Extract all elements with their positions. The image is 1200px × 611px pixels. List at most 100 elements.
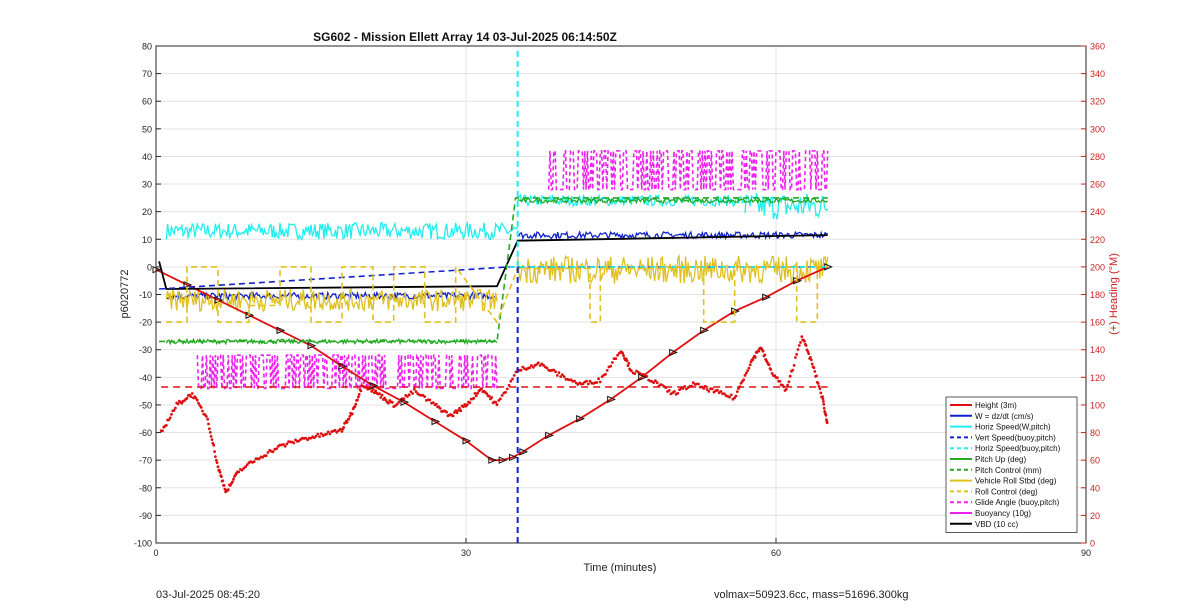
heading-point bbox=[519, 368, 523, 372]
heading-point bbox=[283, 444, 287, 448]
legend-entry: Horiz Speed(W,pitch) bbox=[975, 423, 1051, 432]
heading-point bbox=[705, 388, 709, 391]
heading-point bbox=[316, 432, 320, 436]
height-marker bbox=[338, 362, 348, 371]
heading-point bbox=[428, 398, 432, 402]
heading-point bbox=[822, 406, 826, 410]
heading-point bbox=[763, 353, 767, 357]
heading-point bbox=[170, 413, 173, 416]
y2-tick-label: 240 bbox=[1090, 207, 1105, 217]
x-axis-label: Time (minutes) bbox=[584, 562, 657, 574]
heading-point bbox=[654, 379, 657, 383]
heading-point bbox=[215, 461, 219, 464]
heading-point bbox=[216, 465, 220, 469]
legend-entry: Buoyancy (10g) bbox=[975, 509, 1031, 518]
heading-point bbox=[614, 357, 618, 360]
heading-point bbox=[742, 378, 746, 382]
heading-point bbox=[535, 363, 538, 366]
y2-axis-label: (+) Heading (°M) bbox=[1108, 253, 1120, 335]
heading-point bbox=[719, 390, 723, 393]
chart-title: SG602 - Mission Ellett Array 14 03-Jul-2… bbox=[313, 30, 617, 44]
heading-point bbox=[266, 451, 270, 454]
heading-point bbox=[474, 394, 478, 398]
heading-point bbox=[531, 365, 535, 369]
heading-point bbox=[803, 339, 806, 343]
legend-entry: VBD (10 cc) bbox=[975, 520, 1018, 529]
heading-point bbox=[340, 430, 344, 433]
heading-point bbox=[264, 454, 268, 458]
heading-point bbox=[595, 381, 599, 384]
heading-point bbox=[761, 349, 765, 353]
heading-point bbox=[380, 393, 384, 397]
heading-point bbox=[697, 382, 700, 386]
height-marker bbox=[669, 348, 678, 357]
heading-point bbox=[252, 460, 256, 464]
vehicle_roll-trace bbox=[165, 287, 498, 313]
y2-tick-label: 20 bbox=[1090, 511, 1100, 521]
y2-tick-label: 100 bbox=[1090, 400, 1105, 410]
heading-point bbox=[495, 403, 499, 407]
heading-point bbox=[747, 366, 751, 370]
heading-point bbox=[285, 442, 289, 446]
heading-point bbox=[208, 431, 212, 434]
heading-point bbox=[825, 421, 829, 425]
y2-tick-label: 200 bbox=[1090, 262, 1105, 272]
heading-point bbox=[576, 383, 580, 386]
heading-point bbox=[545, 366, 549, 370]
heading-point bbox=[809, 358, 813, 362]
heading-point bbox=[494, 400, 498, 404]
heading-point bbox=[174, 406, 177, 410]
heading-point bbox=[787, 380, 791, 384]
x-tick-label: 30 bbox=[461, 548, 471, 558]
heading-point bbox=[588, 379, 592, 383]
heading-point bbox=[218, 470, 222, 474]
heading-point bbox=[816, 382, 820, 385]
heading-point bbox=[465, 403, 469, 406]
heading-point bbox=[597, 377, 600, 381]
heading-point bbox=[409, 390, 413, 393]
heading-point bbox=[313, 436, 316, 440]
heading-point bbox=[342, 426, 346, 429]
heading-point bbox=[348, 415, 352, 418]
y2-tick-label: 120 bbox=[1090, 373, 1105, 383]
heading-point bbox=[357, 395, 360, 399]
heading-point bbox=[824, 413, 828, 417]
heading-point bbox=[318, 435, 321, 438]
heading-point bbox=[314, 434, 318, 438]
y2-tick-label: 40 bbox=[1090, 483, 1100, 493]
y2-tick-label: 220 bbox=[1090, 235, 1105, 245]
heading-point bbox=[722, 392, 726, 396]
heading-point bbox=[297, 439, 301, 443]
heading-point bbox=[458, 406, 461, 410]
heading-point bbox=[226, 488, 230, 491]
heading-point bbox=[208, 427, 211, 431]
heading-point bbox=[347, 417, 351, 421]
heading-point bbox=[681, 387, 685, 390]
height-marker bbox=[488, 456, 498, 464]
heading-point bbox=[199, 406, 203, 409]
heading-point bbox=[821, 395, 824, 398]
heading-point bbox=[622, 354, 625, 357]
heading-point bbox=[542, 363, 545, 367]
heading-point bbox=[817, 385, 821, 388]
heading-point bbox=[778, 379, 782, 383]
heading-point bbox=[784, 388, 788, 391]
heading-point bbox=[557, 371, 561, 374]
roll_control-line bbox=[166, 264, 828, 324]
heading-point bbox=[611, 361, 614, 364]
heading-point bbox=[609, 364, 613, 368]
heading-point bbox=[402, 397, 406, 400]
heading-point bbox=[371, 387, 375, 391]
heading-point bbox=[815, 374, 818, 378]
y-axis-right-ticks: 0 20 40 60 80 100 120 140 160 180 200 220 240 260 280 3… bbox=[1081, 42, 1105, 549]
legend-entry: Height (3m) bbox=[975, 401, 1017, 410]
heading-point bbox=[167, 418, 171, 422]
heading-point bbox=[786, 383, 789, 387]
heading-point bbox=[573, 379, 576, 383]
y-tick-label: -70 bbox=[139, 456, 152, 466]
heading-point bbox=[414, 390, 418, 394]
heading-point bbox=[729, 393, 733, 397]
heading-point bbox=[220, 475, 223, 478]
x-axis-ticks: 0 30 60 90 bbox=[153, 538, 1091, 558]
heading-point bbox=[616, 353, 619, 357]
